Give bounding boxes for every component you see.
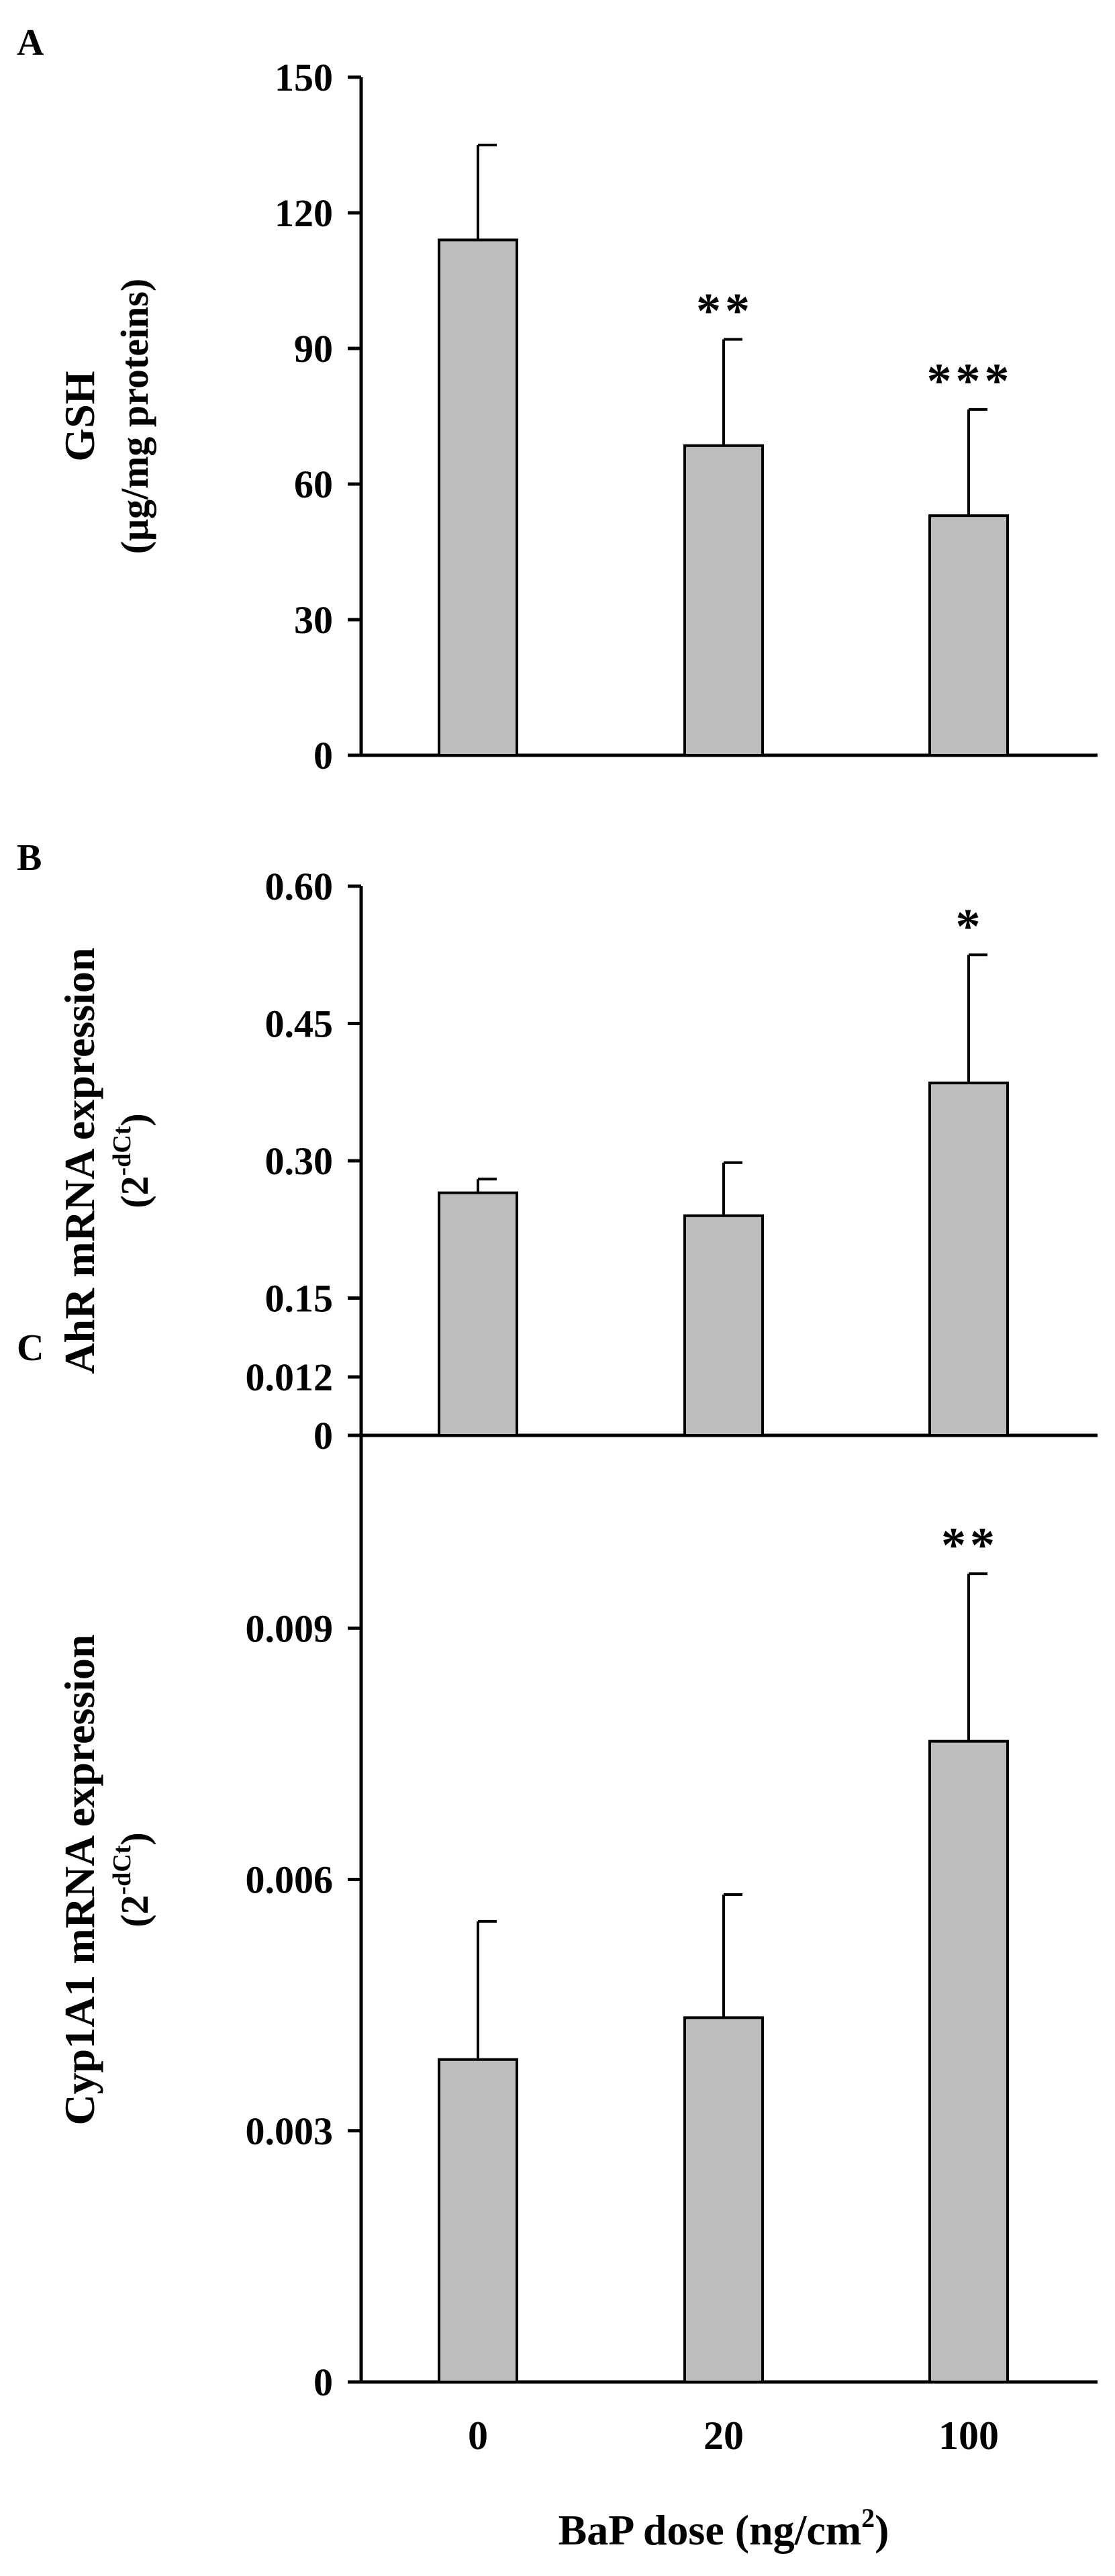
x-tick-label: 100	[938, 2414, 999, 2458]
y-tick-label: 0.30	[265, 1139, 334, 1183]
y-tick-label: 0.15	[265, 1277, 334, 1321]
x-tick-label: 0	[468, 2414, 488, 2458]
y-tick-label: 0	[313, 734, 333, 777]
y-tick-label: 120	[275, 191, 333, 235]
bar	[438, 1191, 518, 1437]
significance-mark: *	[956, 899, 985, 954]
y-tick-label: 0.45	[265, 1002, 334, 1046]
y-axis-label-close: )	[113, 1832, 156, 1845]
y-axis-label-main: Cyp1A1 mRNA expression	[56, 1634, 103, 2125]
x-axis-title-close: )	[875, 2506, 889, 2554]
x-axis-title-main: BaP dose (ng/cm	[559, 2506, 862, 2554]
panel-c: C 0 0.003 0.006 0.009 0.012 ** 0 20 100 Cyp1A1 mRN…	[17, 1327, 1098, 2458]
y-axis-label-close: )	[113, 1113, 156, 1126]
y-axis-label-superscript: -dCt	[108, 1126, 136, 1176]
y-tick-label: 0	[313, 2360, 333, 2404]
y-axis-label-sub-text: (2	[113, 1895, 156, 1927]
bar	[928, 514, 1009, 757]
bar	[683, 444, 764, 757]
panel-b: B00.150.300.450.60*AhR mRNA expression (2…	[17, 837, 1098, 1458]
y-axis-label-sub: (2-dCt)	[108, 1832, 156, 1927]
bar	[438, 238, 518, 757]
x-axis-title-superscript: 2	[861, 2503, 875, 2533]
y-tick-label: 150	[275, 56, 333, 99]
y-axis-label-sub: (μg/mg proteins)	[113, 279, 156, 554]
y-tick-label: 0.60	[265, 865, 334, 908]
y-tick-label: 0	[313, 1414, 333, 1458]
y-tick-label: 60	[294, 463, 333, 506]
bar	[928, 1739, 1009, 2384]
significance-mark: **	[696, 284, 754, 339]
y-tick-label: 90	[294, 327, 333, 371]
y-axis-label: Cyp1A1 mRNA expression (2-dCt)	[56, 1634, 156, 2125]
y-tick-label: 0.012	[246, 1355, 334, 1399]
y-axis-label-main: AhR mRNA expression	[56, 947, 103, 1374]
y-tick-label: 0.009	[246, 1607, 334, 1650]
y-tick-label: 0.006	[246, 1858, 334, 1902]
bar	[438, 2058, 518, 2383]
y-axis-label-sub: (2-dCt)	[108, 1113, 156, 1208]
x-axis-title: BaP dose (ng/cm2)	[559, 2503, 889, 2554]
panel-letter: C	[17, 1327, 44, 1369]
y-axis-label: AhR mRNA expression (2-dCt)	[56, 947, 156, 1374]
y-tick-label: 30	[294, 598, 333, 642]
panel-letter: A	[17, 22, 44, 64]
y-axis-label-main: GSH	[56, 371, 103, 461]
y-axis-label: GSH (μg/mg proteins)	[56, 279, 156, 554]
significance-mark: ***	[927, 354, 1014, 409]
y-axis-label-sub-text: (2	[113, 1176, 156, 1208]
bar	[928, 1082, 1009, 1437]
bar	[683, 2016, 764, 2383]
x-tick-label: 20	[704, 2414, 744, 2458]
significance-mark: **	[941, 1518, 999, 1573]
bar	[683, 1214, 764, 1437]
panel-letter: B	[17, 837, 42, 879]
y-axis-label-sub-text: (μg/mg proteins)	[113, 279, 156, 554]
y-tick-label: 0.003	[246, 2109, 334, 2153]
y-axis-label-superscript: -dCt	[108, 1845, 136, 1895]
